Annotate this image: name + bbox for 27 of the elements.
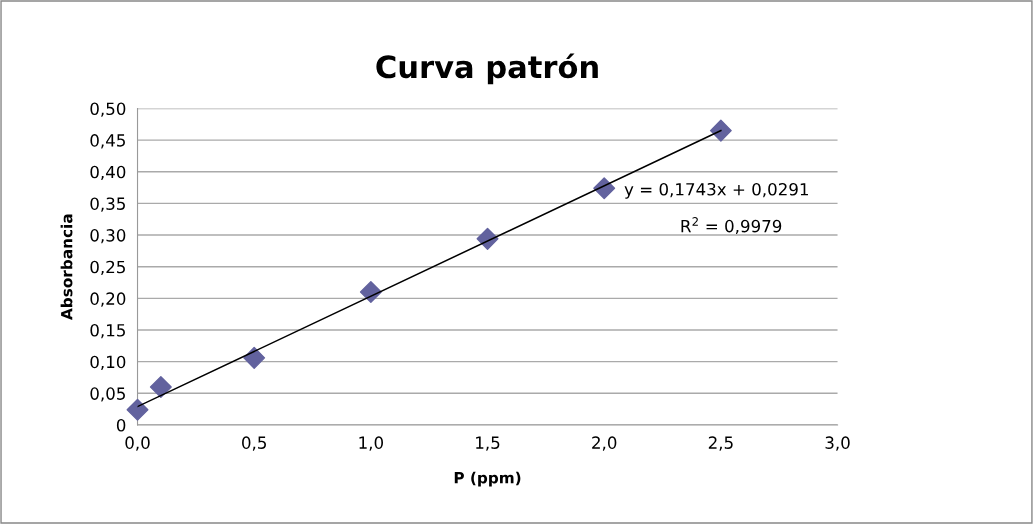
y-tick-label: 0,20	[90, 292, 126, 307]
point	[709, 119, 732, 142]
chart-title: Curva patrón	[376, 53, 598, 85]
y-tick-label: 0,50	[90, 102, 126, 117]
x-tick-label: 2,0	[592, 436, 617, 451]
annotation: y = 0,1743x + 0,0291	[624, 182, 808, 199]
y-tick-label: 0,30	[90, 229, 126, 244]
x-tick-label: 1,5	[476, 436, 500, 451]
y-tick-label: 0,45	[90, 134, 125, 149]
y-tick-label: 0,05	[90, 387, 125, 402]
y-tick-label: 0,15	[90, 323, 125, 339]
y-tick-label: 0,35	[90, 197, 125, 212]
x-tick-label: 0,0	[125, 436, 150, 451]
y-axis-title: Absorbancia	[60, 214, 73, 320]
y-tick-label: 0,10	[90, 355, 126, 370]
point	[243, 346, 266, 369]
annotation: R$^{2}$ = 0,9979	[681, 217, 782, 235]
x-tick-label: 3,0	[825, 436, 850, 451]
point	[149, 375, 172, 398]
x-tick-label: 1,0	[359, 436, 384, 451]
point	[126, 398, 149, 421]
y-tick-label: 0,40	[90, 165, 126, 181]
y-tick-label: 0	[116, 418, 126, 432]
x-tick-label: 2,5	[708, 436, 733, 451]
x-tick-label: 0,5	[242, 436, 266, 451]
y-tick-label: 0,25	[90, 260, 125, 275]
x-axis-title: P (ppm)	[454, 471, 521, 487]
